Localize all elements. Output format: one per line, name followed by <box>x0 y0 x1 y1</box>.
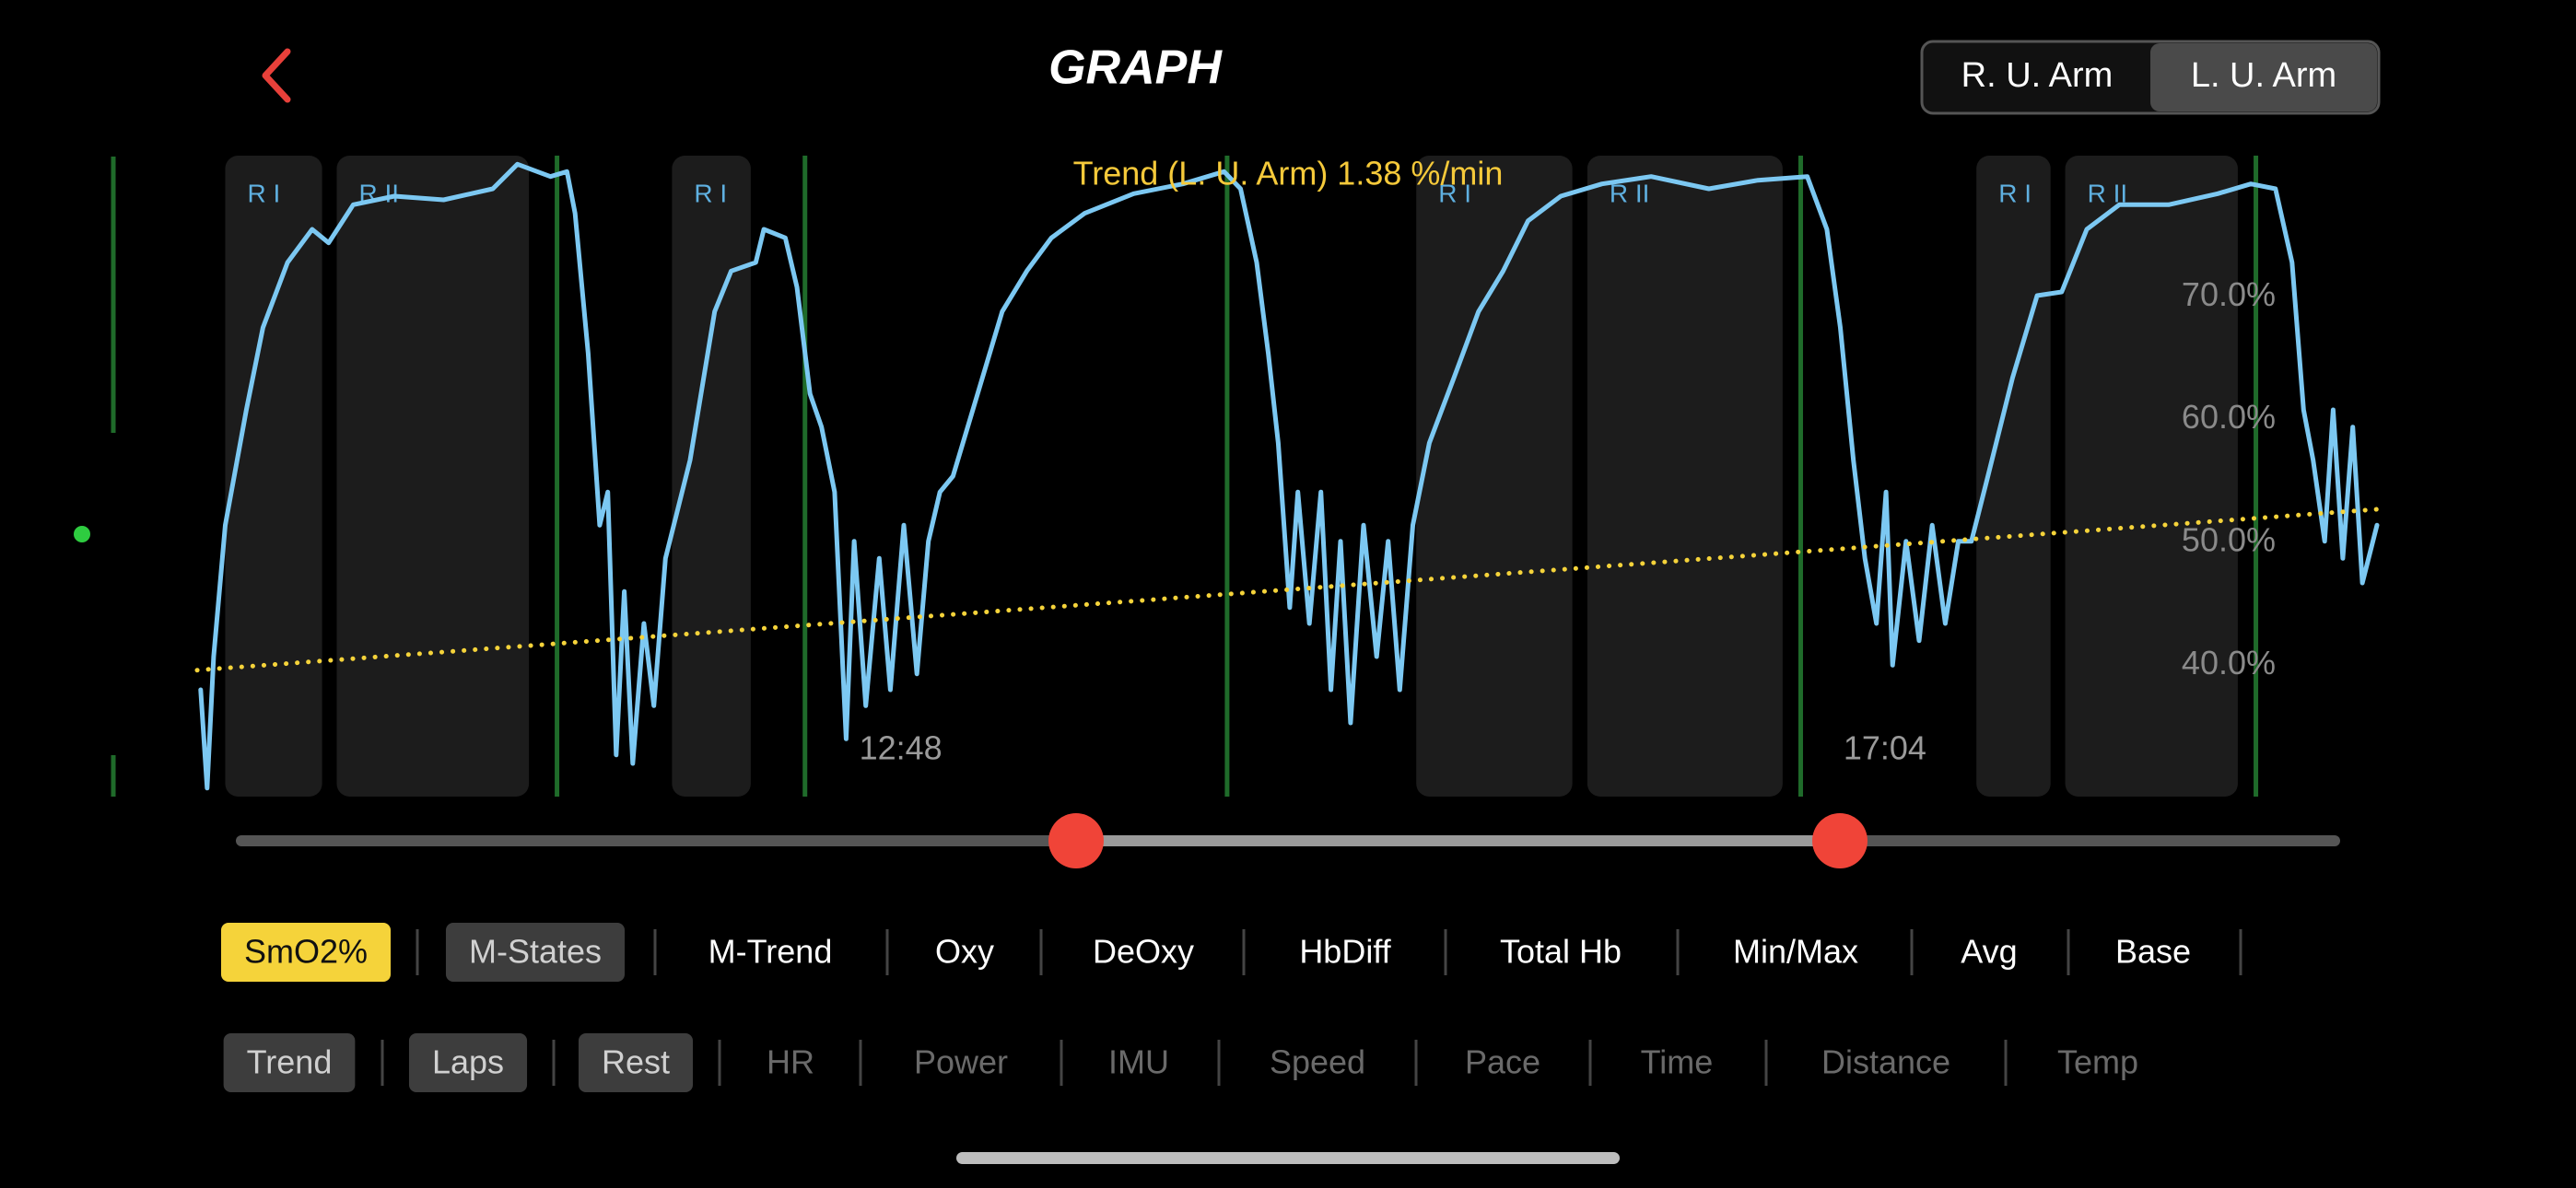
region-label: R I <box>694 179 727 207</box>
toggle-button[interactable]: Base <box>2115 933 2191 971</box>
page-title: GRAPH <box>1048 41 1223 95</box>
toggle-button[interactable]: IMU <box>1108 1043 1169 1081</box>
toggle-background[interactable] <box>220 923 392 982</box>
region-label: R I <box>1998 179 2032 207</box>
trend-line <box>194 507 2380 673</box>
toggle-background[interactable] <box>445 923 626 982</box>
data-line <box>198 161 2380 791</box>
sensor-option[interactable] <box>2150 43 2377 111</box>
toggle-button[interactable]: Pace <box>1465 1043 1540 1081</box>
rest-region <box>336 156 530 797</box>
toggle-button[interactable]: Laps <box>432 1043 504 1081</box>
x-tick-label: 17:04 <box>1844 729 1926 767</box>
region-label: R I <box>1438 179 1471 207</box>
rest-region <box>1416 156 1573 797</box>
toggle-background[interactable] <box>223 1033 356 1092</box>
controls: SmO2% M-States M-Trend Oxy DeOxy HbDiff Total … <box>220 923 2242 1092</box>
trend-annotation: Trend (L. U. Arm) 1.38 %/min <box>1073 155 1504 192</box>
range-thumb[interactable] <box>1048 813 1104 868</box>
toggle-button[interactable]: M-Trend <box>708 933 833 971</box>
y-tick-label: 70.0% <box>2182 275 2276 313</box>
status-dot <box>74 526 90 542</box>
toggle-button[interactable]: Rest <box>602 1043 670 1081</box>
back-button[interactable] <box>262 48 291 103</box>
y-tick-label: 60.0% <box>2182 398 2276 436</box>
rest-region <box>672 156 751 797</box>
toggle-button[interactable]: DeOxy <box>1093 933 1194 971</box>
home-indicator <box>956 1152 1620 1164</box>
toggle-button[interactable]: Avg <box>1961 933 2017 971</box>
toggle-button[interactable]: Time <box>1641 1043 1714 1081</box>
sensor-label[interactable]: L. U. Arm <box>2191 56 2336 95</box>
range-thumb[interactable] <box>1812 813 1868 868</box>
toggle-button[interactable]: Total Hb <box>1500 933 1622 971</box>
toggle-button[interactable]: Distance <box>1821 1043 1950 1081</box>
rest-region <box>225 156 322 797</box>
toggle-button[interactable]: Trend <box>247 1043 333 1081</box>
toggle-button[interactable]: HbDiff <box>1299 933 1391 971</box>
toggle-button[interactable]: Oxy <box>935 933 994 971</box>
y-tick-label: 50.0% <box>2182 521 2276 559</box>
toggle-background[interactable] <box>408 1033 528 1092</box>
toggle-button[interactable]: Power <box>914 1043 1008 1081</box>
toggle-button[interactable]: Speed <box>1270 1043 1365 1081</box>
x-tick-label: 12:48 <box>860 729 943 767</box>
toggle-button[interactable]: HR <box>767 1043 814 1081</box>
sensor-label[interactable]: R. U. Arm <box>1961 56 2113 95</box>
toggle-button[interactable]: M-States <box>469 933 602 971</box>
region-label: R I <box>247 179 280 207</box>
rest-region <box>2065 156 2238 797</box>
toggle-button[interactable]: Min/Max <box>1733 933 1858 971</box>
toggle-background[interactable] <box>578 1033 694 1092</box>
toggle-button[interactable]: Temp <box>2057 1043 2138 1081</box>
rest-region <box>1587 156 1783 797</box>
y-tick-label: 40.0% <box>2182 644 2276 681</box>
toggle-button[interactable]: SmO2% <box>244 933 368 971</box>
